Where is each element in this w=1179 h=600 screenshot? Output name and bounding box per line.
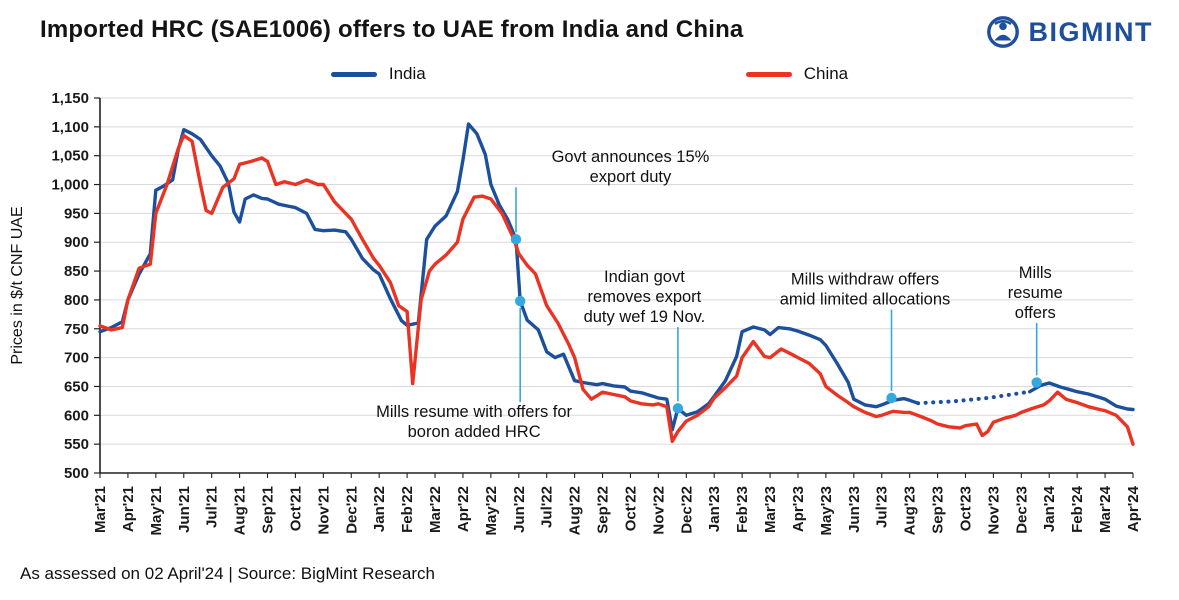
svg-text:Jan'24: Jan'24 (1041, 485, 1058, 532)
legend-label-china: China (803, 64, 849, 83)
svg-text:750: 750 (64, 321, 89, 338)
svg-text:Sep'23: Sep'23 (930, 486, 947, 534)
svg-text:Jun'21: Jun'21 (176, 486, 193, 533)
svg-text:offers: offers (1015, 304, 1056, 322)
svg-text:Jul'23: Jul'23 (874, 486, 891, 528)
svg-text:Mar'23: Mar'23 (762, 486, 779, 533)
price-line-chart: 500 550 600 650 700 750 800 850 900 950 1,000 1,050… (9, 90, 1142, 535)
svg-text:Nov'22: Nov'22 (650, 486, 667, 535)
bigmint-person-icon (986, 16, 1019, 48)
chart-page: Imported HRC (SAE1006) offers to UAE fro… (0, 0, 1179, 583)
svg-text:Mills resume with offers for: Mills resume with offers for (376, 403, 572, 421)
svg-text:Apr'23: Apr'23 (790, 486, 807, 532)
svg-text:Jun'23: Jun'23 (846, 486, 863, 533)
svg-text:Feb'24: Feb'24 (1069, 485, 1086, 533)
svg-text:Apr'22: Apr'22 (455, 486, 472, 532)
india-line-swatch (330, 71, 377, 77)
svg-text:Mar'22: Mar'22 (427, 486, 444, 533)
svg-text:Apr'24: Apr'24 (1125, 485, 1142, 532)
svg-text:Sep'22: Sep'22 (595, 486, 612, 534)
legend-label-india: India (388, 64, 426, 83)
svg-text:export duty: export duty (590, 168, 672, 186)
svg-text:500: 500 (64, 465, 89, 482)
svg-text:Indian govt: Indian govt (604, 268, 685, 286)
svg-text:600: 600 (64, 407, 89, 424)
svg-text:Prices in $/t CNF UAE: Prices in $/t CNF UAE (9, 206, 26, 364)
page-title: Imported HRC (SAE1006) offers to UAE fro… (40, 16, 744, 43)
svg-text:May'23: May'23 (818, 486, 835, 535)
svg-text:Feb'23: Feb'23 (734, 486, 751, 533)
svg-text:900: 900 (64, 234, 89, 251)
svg-text:Jan'23: Jan'23 (706, 486, 723, 532)
legend-item-india: India (330, 64, 426, 84)
svg-text:Aug'22: Aug'22 (567, 486, 584, 535)
svg-text:removes export: removes export (588, 288, 702, 306)
svg-text:Oct'22: Oct'22 (622, 486, 639, 531)
china-line-swatch (745, 71, 792, 77)
svg-text:May'22: May'22 (483, 486, 500, 535)
legend-item-china: China (745, 64, 849, 84)
svg-text:Mar'21: Mar'21 (92, 486, 109, 533)
svg-text:1,100: 1,100 (51, 119, 89, 136)
source-note: As assessed on 02 April'24 | Source: Big… (20, 564, 435, 583)
svg-text:resume: resume (1008, 284, 1063, 302)
svg-text:Dec'22: Dec'22 (678, 486, 695, 534)
svg-text:1,000: 1,000 (51, 177, 89, 194)
svg-text:550: 550 (64, 436, 89, 453)
svg-text:800: 800 (64, 292, 89, 309)
svg-text:Jun'22: Jun'22 (511, 486, 528, 533)
svg-text:Oct'23: Oct'23 (957, 486, 974, 531)
svg-text:Jul'22: Jul'22 (539, 486, 556, 528)
svg-text:Mills withdraw offers: Mills withdraw offers (791, 271, 939, 289)
svg-text:Aug'23: Aug'23 (902, 486, 919, 535)
svg-text:1,050: 1,050 (51, 148, 89, 165)
bigmint-logo: BIGMINT (985, 14, 1154, 50)
svg-text:Govt announces 15%: Govt announces 15% (552, 148, 710, 166)
svg-text:1,150: 1,150 (51, 90, 89, 107)
svg-text:Jul'21: Jul'21 (204, 486, 221, 528)
svg-text:Oct'21: Oct'21 (287, 486, 304, 531)
svg-text:700: 700 (64, 350, 89, 367)
svg-text:850: 850 (64, 263, 89, 280)
svg-text:amid limited allocations: amid limited allocations (780, 291, 951, 309)
svg-text:Sep'21: Sep'21 (260, 486, 277, 534)
header: Imported HRC (SAE1006) offers to UAE fro… (0, 0, 1179, 60)
svg-text:Dec'21: Dec'21 (343, 486, 360, 534)
chart-legend: India China (0, 60, 1179, 88)
bigmint-wordmark: BIGMINT (1028, 16, 1153, 47)
svg-text:Feb'22: Feb'22 (399, 486, 416, 533)
svg-text:Mills: Mills (1019, 264, 1052, 282)
svg-text:Aug'21: Aug'21 (232, 486, 249, 535)
svg-text:Apr'21: Apr'21 (120, 486, 137, 532)
svg-text:650: 650 (64, 378, 89, 395)
svg-text:Nov'21: Nov'21 (315, 486, 332, 535)
svg-text:Dec'23: Dec'23 (1013, 486, 1030, 534)
svg-text:Nov'23: Nov'23 (985, 486, 1002, 535)
svg-text:950: 950 (64, 205, 89, 222)
svg-text:May'21: May'21 (148, 486, 165, 535)
svg-text:Jan'22: Jan'22 (371, 486, 388, 532)
svg-text:boron added HRC: boron added HRC (408, 423, 541, 441)
svg-text:duty wef 19 Nov.: duty wef 19 Nov. (584, 308, 706, 326)
svg-text:Mar'24: Mar'24 (1097, 485, 1114, 533)
